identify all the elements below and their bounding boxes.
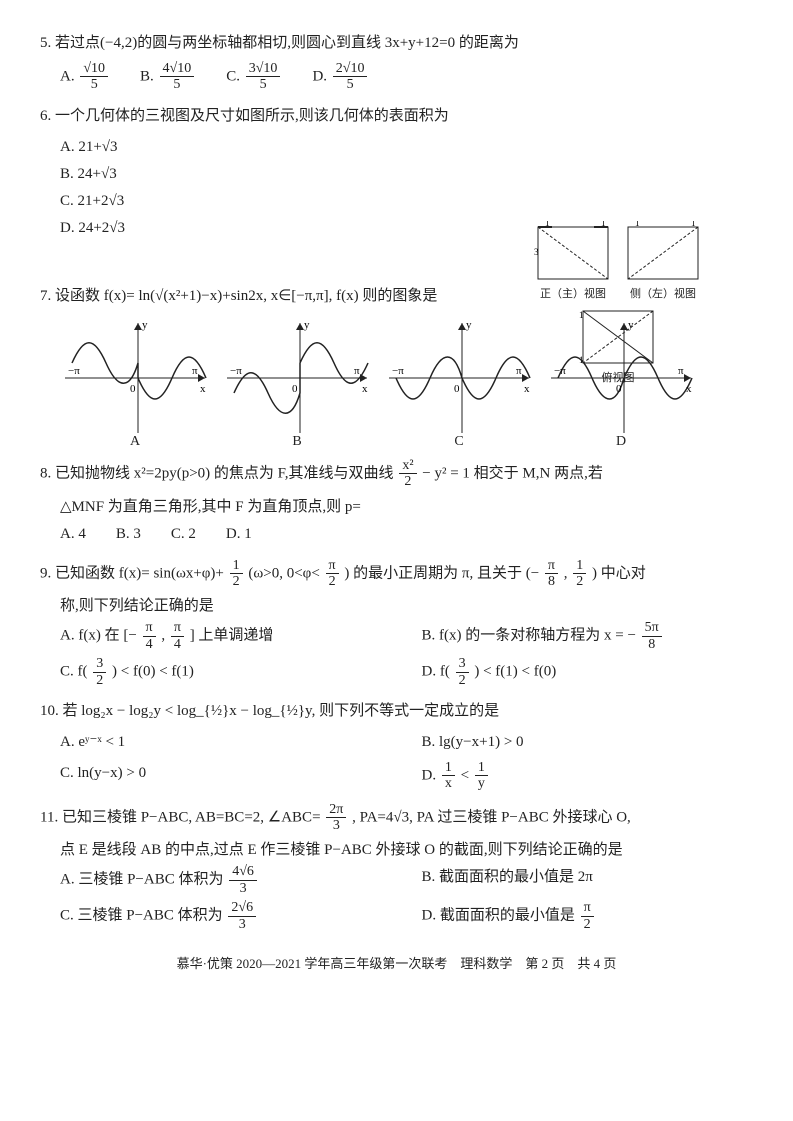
svg-text:x: x bbox=[362, 383, 368, 395]
svg-text:π: π bbox=[516, 365, 522, 377]
q10-options: A. eʸ⁻ˣ < 1 B. lg(y−x+1) > 0 C. ln(y−x) … bbox=[60, 729, 753, 792]
side-view-label: 侧（左）视图 bbox=[622, 285, 704, 305]
q6-opt-c: C. 21+2√3 bbox=[60, 188, 753, 215]
svg-text:y: y bbox=[304, 319, 310, 331]
q7-graph-d: −π π y x 0 D bbox=[546, 318, 696, 448]
q5-text: 5. 若过点(−4,2)的圆与两坐标轴都相切,则圆心到直线 3x+y+12=0 … bbox=[40, 30, 753, 57]
side-view-icon: 1 1 bbox=[622, 221, 704, 285]
q8-opt-b: B. 3 bbox=[116, 521, 141, 548]
question-5: 5. 若过点(−4,2)的圆与两坐标轴都相切,则圆心到直线 3x+y+12=0 … bbox=[40, 30, 753, 93]
q10-opt-a: A. eʸ⁻ˣ < 1 bbox=[60, 729, 392, 756]
q7-graph-b: −π π y x 0 B bbox=[222, 318, 372, 448]
q7-graphs: −π π y x 0 A −π π y x 0 B bbox=[60, 318, 753, 448]
question-8: 8. 已知抛物线 x²=2py(p>0) 的焦点为 F,其准线与双曲线 x²2 … bbox=[40, 458, 753, 548]
q6-opt-a: A. 21+√3 bbox=[60, 134, 753, 161]
q7-label-c: C bbox=[454, 429, 463, 454]
svg-text:−π: −π bbox=[230, 365, 242, 377]
q9-opt-b: B. f(x) 的一条对称轴方程为 x = − 5π8 bbox=[422, 620, 754, 652]
svg-text:x: x bbox=[524, 383, 530, 395]
svg-text:1: 1 bbox=[635, 221, 640, 228]
svg-text:y: y bbox=[142, 319, 148, 331]
svg-text:0: 0 bbox=[292, 383, 298, 395]
svg-text:x: x bbox=[200, 383, 206, 395]
q5-opt-b: B. 4√105 bbox=[140, 61, 196, 93]
q11-opt-a: A. 三棱锥 P−ABC 体积为 4√63 bbox=[60, 864, 392, 896]
q7-label-a: A bbox=[130, 429, 140, 454]
svg-text:π: π bbox=[678, 365, 684, 377]
q10-opt-c: C. ln(y−x) > 0 bbox=[60, 760, 392, 792]
svg-text:1: 1 bbox=[691, 221, 696, 228]
q11-opt-d: D. 截面面积的最小值是 π2 bbox=[422, 900, 754, 932]
q10-opt-b: B. lg(y−x+1) > 0 bbox=[422, 729, 754, 756]
page-footer: 慕华·优策 2020—2021 学年高三年级第一次联考 理科数学 第 2 页 共… bbox=[40, 952, 753, 975]
q9-text-f: 称,则下列结论正确的是 bbox=[60, 593, 753, 620]
q7-graph-a: −π π y x 0 A bbox=[60, 318, 210, 448]
front-view-label: 正（主）视图 bbox=[532, 285, 614, 305]
q7-label-d: D bbox=[616, 429, 626, 454]
svg-text:1: 1 bbox=[545, 221, 550, 228]
q10-opt-d: D. 1x < 1y bbox=[422, 760, 754, 792]
svg-text:0: 0 bbox=[130, 383, 136, 395]
q11-opt-b: B. 截面面积的最小值是 2π bbox=[422, 864, 754, 896]
svg-text:π: π bbox=[192, 365, 198, 377]
q8-text: 8. 已知抛物线 x²=2py(p>0) 的焦点为 F,其准线与双曲线 x²2 … bbox=[40, 458, 753, 490]
svg-text:1: 1 bbox=[601, 221, 606, 228]
q6-opt-b: B. 24+√3 bbox=[60, 161, 753, 188]
front-view-icon: 1 1 3 bbox=[532, 221, 614, 285]
q7-label-b: B bbox=[292, 429, 301, 454]
q8-opt-a: A. 4 bbox=[60, 521, 86, 548]
svg-text:0: 0 bbox=[454, 383, 460, 395]
svg-text:−π: −π bbox=[392, 365, 404, 377]
q9-options: A. f(x) 在 [− π4 , π4 ] 上单调递增 B. f(x) 的一条… bbox=[60, 620, 753, 688]
q8-options: A. 4 B. 3 C. 2 D. 1 bbox=[60, 521, 753, 548]
svg-text:x: x bbox=[686, 383, 692, 395]
q9-opt-c: C. f( 32 ) < f(0) < f(1) bbox=[60, 656, 392, 688]
q5-opt-a: A. √105 bbox=[60, 61, 110, 93]
q8-opt-d: D. 1 bbox=[226, 521, 252, 548]
question-10: 10. 若 log₂x − log₂y < log_{½}x − log_{½}… bbox=[40, 698, 753, 792]
svg-text:π: π bbox=[354, 365, 360, 377]
q8-text-c: △MNF 为直角三角形,其中 F 为直角顶点,则 p= bbox=[60, 494, 753, 521]
question-9: 9. 已知函数 f(x)= sin(ωx+φ)+ 12 (ω>0, 0<φ< π… bbox=[40, 558, 753, 688]
svg-text:y: y bbox=[466, 319, 472, 331]
q9-opt-d: D. f( 32 ) < f(1) < f(0) bbox=[422, 656, 754, 688]
q6-text: 6. 一个几何体的三视图及尺寸如图所示,则该几何体的表面积为 bbox=[40, 103, 753, 130]
q9-text: 9. 已知函数 f(x)= sin(ωx+φ)+ 12 (ω>0, 0<φ< π… bbox=[40, 558, 753, 590]
q5-opt-d: D. 2√105 bbox=[312, 61, 369, 93]
q5-options: A. √105 B. 4√105 C. 3√105 D. 2√105 bbox=[60, 61, 753, 93]
q11-text-c: 点 E 是线段 AB 的中点,过点 E 作三棱锥 P−ABC 外接球 O 的截面… bbox=[60, 837, 753, 864]
q5-opt-c: C. 3√105 bbox=[226, 61, 282, 93]
q9-opt-a: A. f(x) 在 [− π4 , π4 ] 上单调递增 bbox=[60, 620, 392, 652]
q11-opt-c: C. 三棱锥 P−ABC 体积为 2√63 bbox=[60, 900, 392, 932]
q7-graph-c: −π π y x 0 C bbox=[384, 318, 534, 448]
q8-opt-c: C. 2 bbox=[171, 521, 196, 548]
svg-text:y: y bbox=[628, 319, 634, 331]
q10-text: 10. 若 log₂x − log₂y < log_{½}x − log_{½}… bbox=[40, 698, 753, 725]
q11-options: A. 三棱锥 P−ABC 体积为 4√63 B. 截面面积的最小值是 2π C.… bbox=[60, 864, 753, 932]
svg-text:3: 3 bbox=[534, 247, 539, 257]
svg-text:0: 0 bbox=[616, 383, 622, 395]
svg-text:−π: −π bbox=[554, 365, 566, 377]
question-11: 11. 已知三棱锥 P−ABC, AB=BC=2, ∠ABC= 2π3 , PA… bbox=[40, 802, 753, 932]
question-6: 6. 一个几何体的三视图及尺寸如图所示,则该几何体的表面积为 A. 21+√3 … bbox=[40, 103, 753, 273]
svg-text:−π: −π bbox=[68, 365, 80, 377]
q11-text: 11. 已知三棱锥 P−ABC, AB=BC=2, ∠ABC= 2π3 , PA… bbox=[40, 802, 753, 834]
